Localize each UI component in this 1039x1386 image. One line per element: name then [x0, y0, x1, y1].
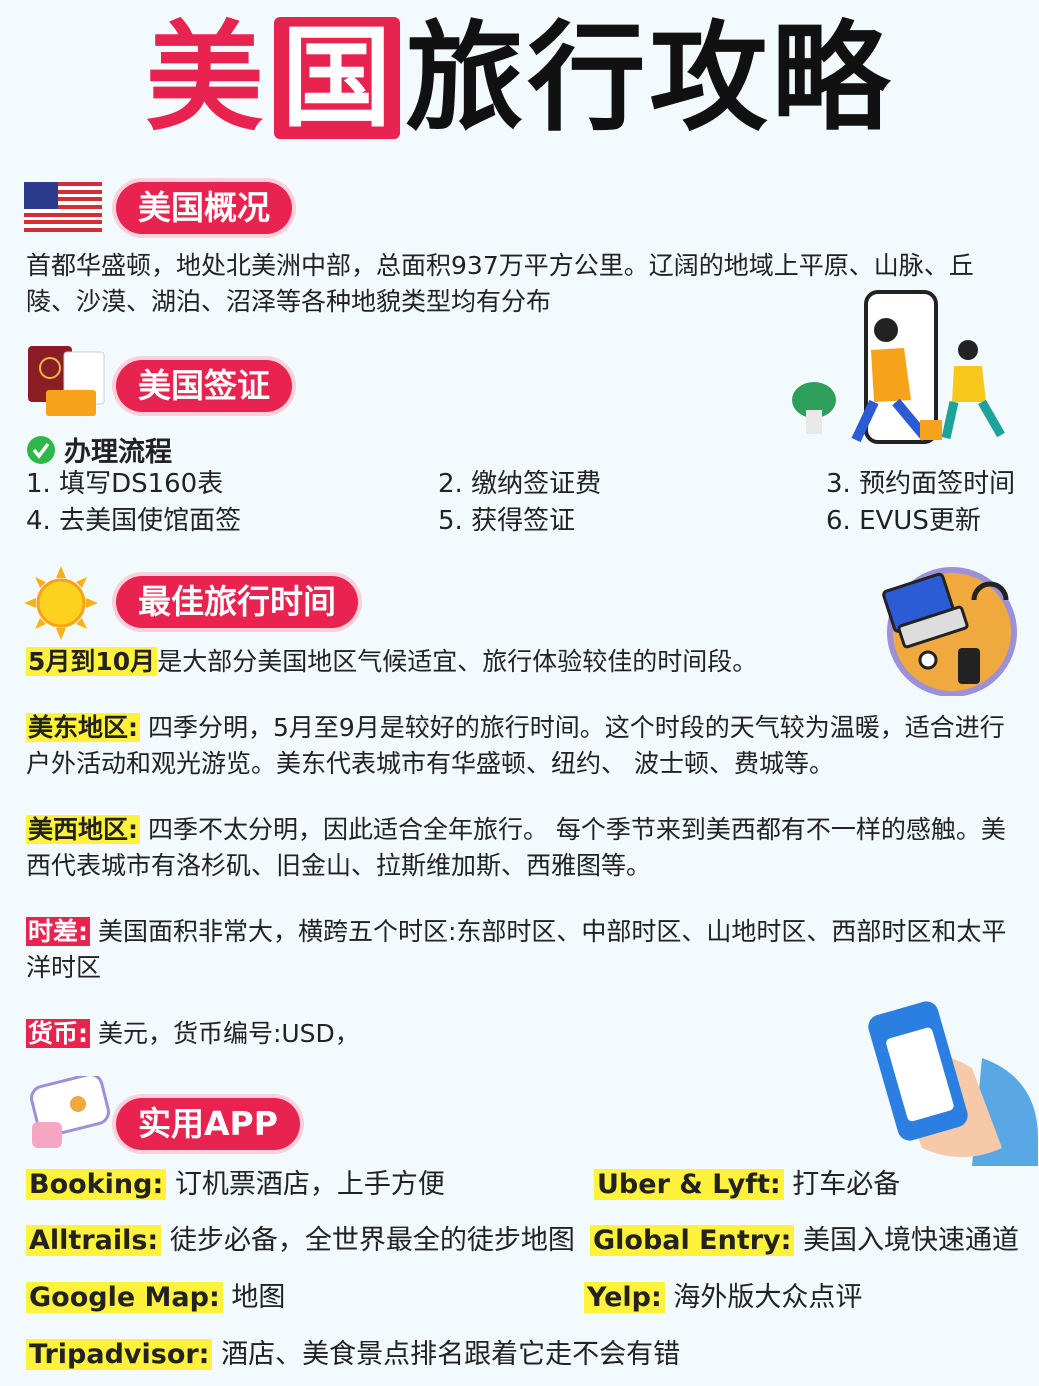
west-region-text: 四季不太分明，因此适合全年旅行。 每个季节来到美西都有不一样的感触。美西代表城市…: [26, 815, 1006, 880]
best-time-intro: 5月到10月是大部分美国地区气候适宜、旅行体验较佳的时间段。: [26, 644, 886, 680]
app-name: Booking:: [26, 1169, 167, 1200]
currency-paragraph: 货币: 美元，货币编号:USD，: [26, 1016, 826, 1052]
visa-steps: 1. 填写DS160表 2. 缴纳签证费 3. 预约面签时间 4. 去美国使馆面…: [26, 466, 1026, 540]
visa-heading: 美国签证: [116, 360, 292, 412]
visa-step: 2. 缴纳签证费: [438, 469, 602, 499]
sun-icon: [24, 566, 98, 640]
title-part-3: 旅行攻略: [405, 9, 894, 147]
app-name: Global Entry:: [590, 1225, 795, 1256]
app-item: Yelp: 海外版大众点评: [584, 1279, 862, 1317]
visa-step: 5. 获得签证: [438, 506, 576, 536]
visa-step: 3. 预约面签时间: [826, 469, 1016, 499]
apps-heading: 实用APP: [116, 1098, 300, 1150]
app-item: Tripadvisor: 酒店、美食景点排名跟着它走不会有错: [26, 1336, 680, 1374]
overview-heading: 美国概况: [116, 182, 292, 234]
visa-step: 6. EVUS更新: [826, 506, 981, 536]
phone-hand-illustration-icon: [868, 1001, 1038, 1166]
app-item: Booking: 订机票酒店，上手方便: [26, 1166, 445, 1204]
visa-process-title-row: 办理流程: [26, 430, 172, 469]
east-region-label: 美东地区:: [26, 713, 140, 742]
app-desc: 徒步必备，全世界最全的徒步地图: [161, 1225, 575, 1256]
app-name: Uber & Lyft:: [594, 1169, 784, 1200]
app-icon: [30, 1076, 110, 1148]
overview-text: 首都华盛顿，地处北美洲中部，总面积937万平方公里。辽阔的地域上平原、山脉、丘陵…: [26, 251, 974, 316]
app-name: Tripadvisor:: [26, 1339, 213, 1370]
app-item: Alltrails: 徒步必备，全世界最全的徒步地图: [26, 1222, 575, 1260]
app-item: Global Entry: 美国入境快速通道: [590, 1222, 1019, 1260]
us-flag-icon: [24, 182, 102, 232]
visa-step: 4. 去美国使馆面签: [26, 506, 242, 536]
passport-icon: [28, 346, 105, 416]
app-desc: 地图: [222, 1282, 286, 1313]
best-time-months: 5月到10月: [26, 647, 158, 676]
app-item: Google Map: 地图: [26, 1279, 285, 1317]
timezone-paragraph: 时差: 美国面积非常大，横跨五个时区:东部时区、中部时区、山地时区、西部时区和太…: [26, 914, 1016, 986]
east-region-paragraph: 美东地区: 四季分明，5月至9月是较好的旅行时间。这个时段的天气较为温暖，适合进…: [26, 710, 1016, 782]
visa-process-title: 办理流程: [64, 437, 172, 468]
best-time-heading: 最佳旅行时间: [116, 576, 358, 628]
app-desc: 打车必备: [783, 1169, 901, 1200]
page-title: 美 国 旅行攻略: [0, 8, 1039, 148]
app-desc: 订机票酒店，上手方便: [166, 1169, 445, 1200]
title-part-1: 美: [145, 9, 268, 147]
currency-text: 美元，货币编号:USD，: [90, 1019, 360, 1048]
best-time-intro-text: 是大部分美国地区气候适宜、旅行体验较佳的时间段。: [157, 647, 758, 676]
app-desc: 美国入境快速通道: [794, 1225, 1020, 1256]
east-region-text: 四季分明，5月至9月是较好的旅行时间。这个时段的天气较为温暖，适合进行户外活动和…: [26, 713, 1005, 778]
app-item: Uber & Lyft: 打车必备: [594, 1166, 900, 1204]
app-name: Yelp:: [584, 1282, 665, 1313]
app-desc: 海外版大众点评: [664, 1282, 863, 1313]
check-circle-icon: [27, 435, 55, 464]
currency-label: 货币:: [26, 1019, 90, 1048]
west-region-paragraph: 美西地区: 四季不太分明，因此适合全年旅行。 每个季节来到美西都有不一样的感触。…: [26, 812, 1016, 884]
title-part-2: 国: [273, 17, 400, 139]
app-name: Google Map:: [26, 1282, 223, 1313]
timezone-label: 时差:: [26, 917, 90, 946]
visa-step: 1. 填写DS160表: [26, 469, 224, 499]
west-region-label: 美西地区:: [26, 815, 140, 844]
shopping-illustration-icon: [792, 290, 1005, 444]
timezone-text: 美国面积非常大，横跨五个时区:东部时区、中部时区、山地时区、西部时区和太平洋时区: [26, 917, 1007, 982]
laptop-desk-illustration-icon: [882, 567, 1017, 696]
app-desc: 酒店、美食景点排名跟着它走不会有错: [212, 1339, 681, 1370]
app-name: Alltrails:: [26, 1225, 162, 1256]
